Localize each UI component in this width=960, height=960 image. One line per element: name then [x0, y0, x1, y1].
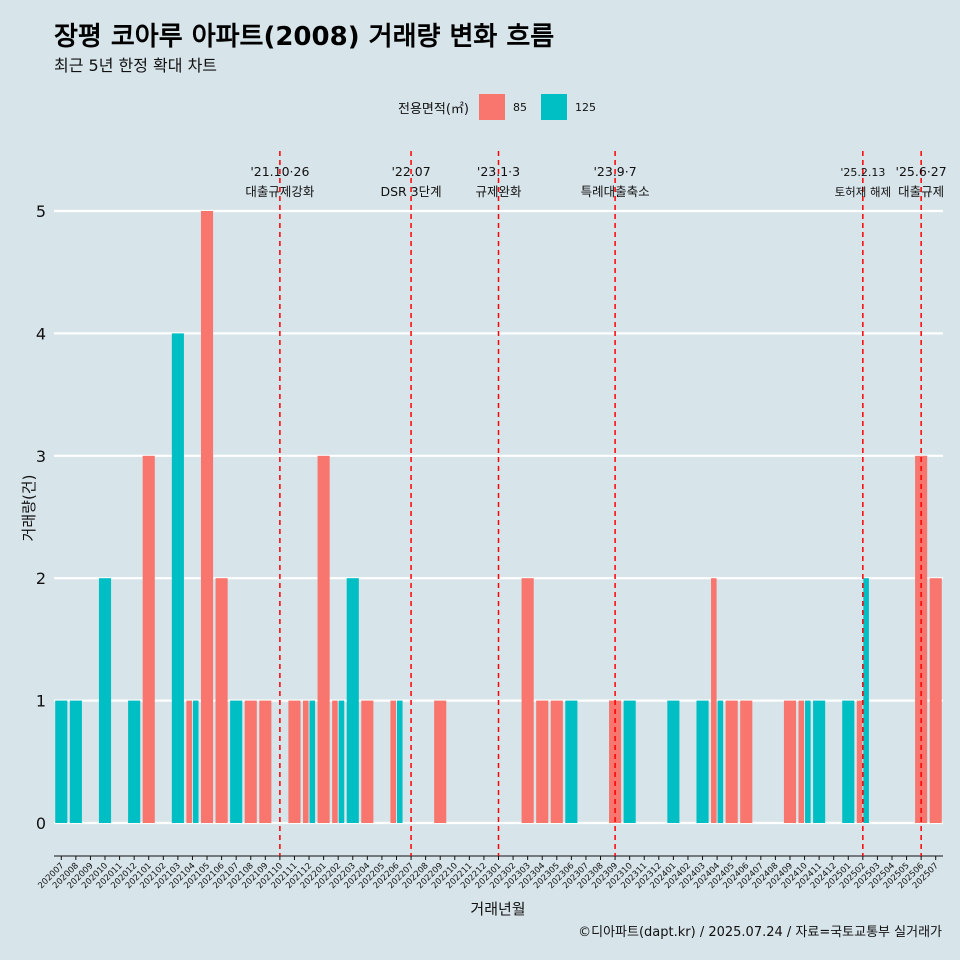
bar-85-202303 — [521, 578, 534, 823]
bar-125-202310 — [623, 700, 636, 823]
bar-85-202105 — [200, 211, 214, 823]
bar-85-202109 — [259, 700, 272, 823]
bar-85-202404 — [711, 578, 717, 823]
y-tick-label-5: 5 — [36, 202, 46, 221]
bar-85-202309 — [609, 700, 622, 823]
bar-125-202202 — [338, 700, 345, 823]
legend-label-85: 85 — [512, 100, 527, 114]
bar-125-202107 — [230, 700, 243, 823]
bar-85-202104 — [186, 700, 192, 823]
event-label-1: DSR 3단계 — [380, 184, 441, 199]
bar-85-202502 — [856, 700, 863, 823]
bar-85-202204 — [361, 700, 374, 823]
bar-125-202410 — [805, 700, 811, 823]
legend-label-125: 125 — [574, 100, 596, 114]
bar-125-202010 — [98, 578, 112, 823]
bar-85-202406 — [740, 700, 753, 823]
chart-caption: ©디아파트(dapt.kr) / 2025.07.24 / 자료=국토교통부 실… — [578, 925, 942, 940]
event-label-5: 대출규제 — [898, 184, 944, 199]
y-tick-label-4: 4 — [36, 324, 46, 343]
bar-125-202411 — [813, 700, 826, 823]
bar-125-202404 — [717, 700, 724, 823]
bar-85-202112 — [302, 700, 309, 823]
event-label-3: 특례대출축소 — [581, 184, 650, 199]
bar-125-202008 — [69, 700, 82, 823]
bar-125-202104 — [192, 700, 199, 823]
bar-85-202410 — [798, 700, 805, 823]
legend-key-85 — [478, 94, 505, 120]
event-date-5: '25.6·27 — [896, 164, 947, 179]
bar-125-202206 — [396, 700, 403, 823]
bar-125-202203 — [346, 578, 359, 823]
bar-85-202507 — [929, 578, 942, 823]
y-tick-label-1: 1 — [36, 692, 46, 711]
bar-85-202108 — [244, 700, 257, 823]
bar-125-202012 — [128, 700, 141, 823]
x-axis-title: 거래년월 — [470, 900, 525, 918]
bar-85-202209 — [434, 700, 447, 823]
bar-85-202409 — [783, 700, 797, 823]
event-date-1: '22.07 — [391, 164, 430, 179]
bar-125-202403 — [696, 700, 709, 823]
bar-85-202304 — [536, 700, 549, 823]
chart-subtitle: 최근 5년 한정 확대 차트 — [54, 56, 218, 75]
bar-85-202305 — [550, 700, 563, 823]
event-label-0: 대출규제강화 — [245, 184, 315, 199]
y-tick-label-0: 0 — [36, 814, 46, 833]
event-date-3: '23.9·7 — [593, 164, 636, 179]
bar-85-202106 — [215, 578, 228, 823]
bar-85-202111 — [288, 700, 301, 823]
bar-85-202206 — [390, 700, 396, 823]
bar-125-202306 — [565, 700, 578, 823]
event-label-4: 토허제 해제 — [835, 185, 892, 199]
bar-125-202502 — [863, 578, 869, 823]
event-label-2: 규제완화 — [475, 184, 522, 199]
legend: 전용면적(㎡) 85 125 — [398, 94, 610, 120]
bar-85-202101 — [142, 455, 155, 823]
y-tick-label-2: 2 — [36, 569, 46, 588]
legend-key-125 — [540, 94, 567, 120]
bar-125-202112 — [309, 700, 316, 823]
bar-125-202007 — [55, 700, 68, 823]
y-tick-label-3: 3 — [36, 447, 46, 466]
bar-125-202103 — [171, 333, 184, 823]
event-date-0: '21.10·26 — [250, 164, 309, 179]
chart-title: 장평 코아루 아파트(2008) 거래량 변화 흐름 — [54, 22, 555, 52]
legend-title: 전용면적(㎡) — [398, 101, 469, 117]
y-axis-title: 거래량(건) — [20, 475, 38, 542]
bar-85-202201 — [317, 455, 330, 823]
bar-125-202501 — [842, 700, 855, 823]
bar-125-202401 — [667, 700, 680, 823]
bar-85-202202 — [332, 700, 338, 823]
event-date-2: '23.1·3 — [477, 164, 520, 179]
bar-85-202405 — [725, 700, 738, 823]
event-date-4: '25.2.13 — [840, 166, 885, 179]
